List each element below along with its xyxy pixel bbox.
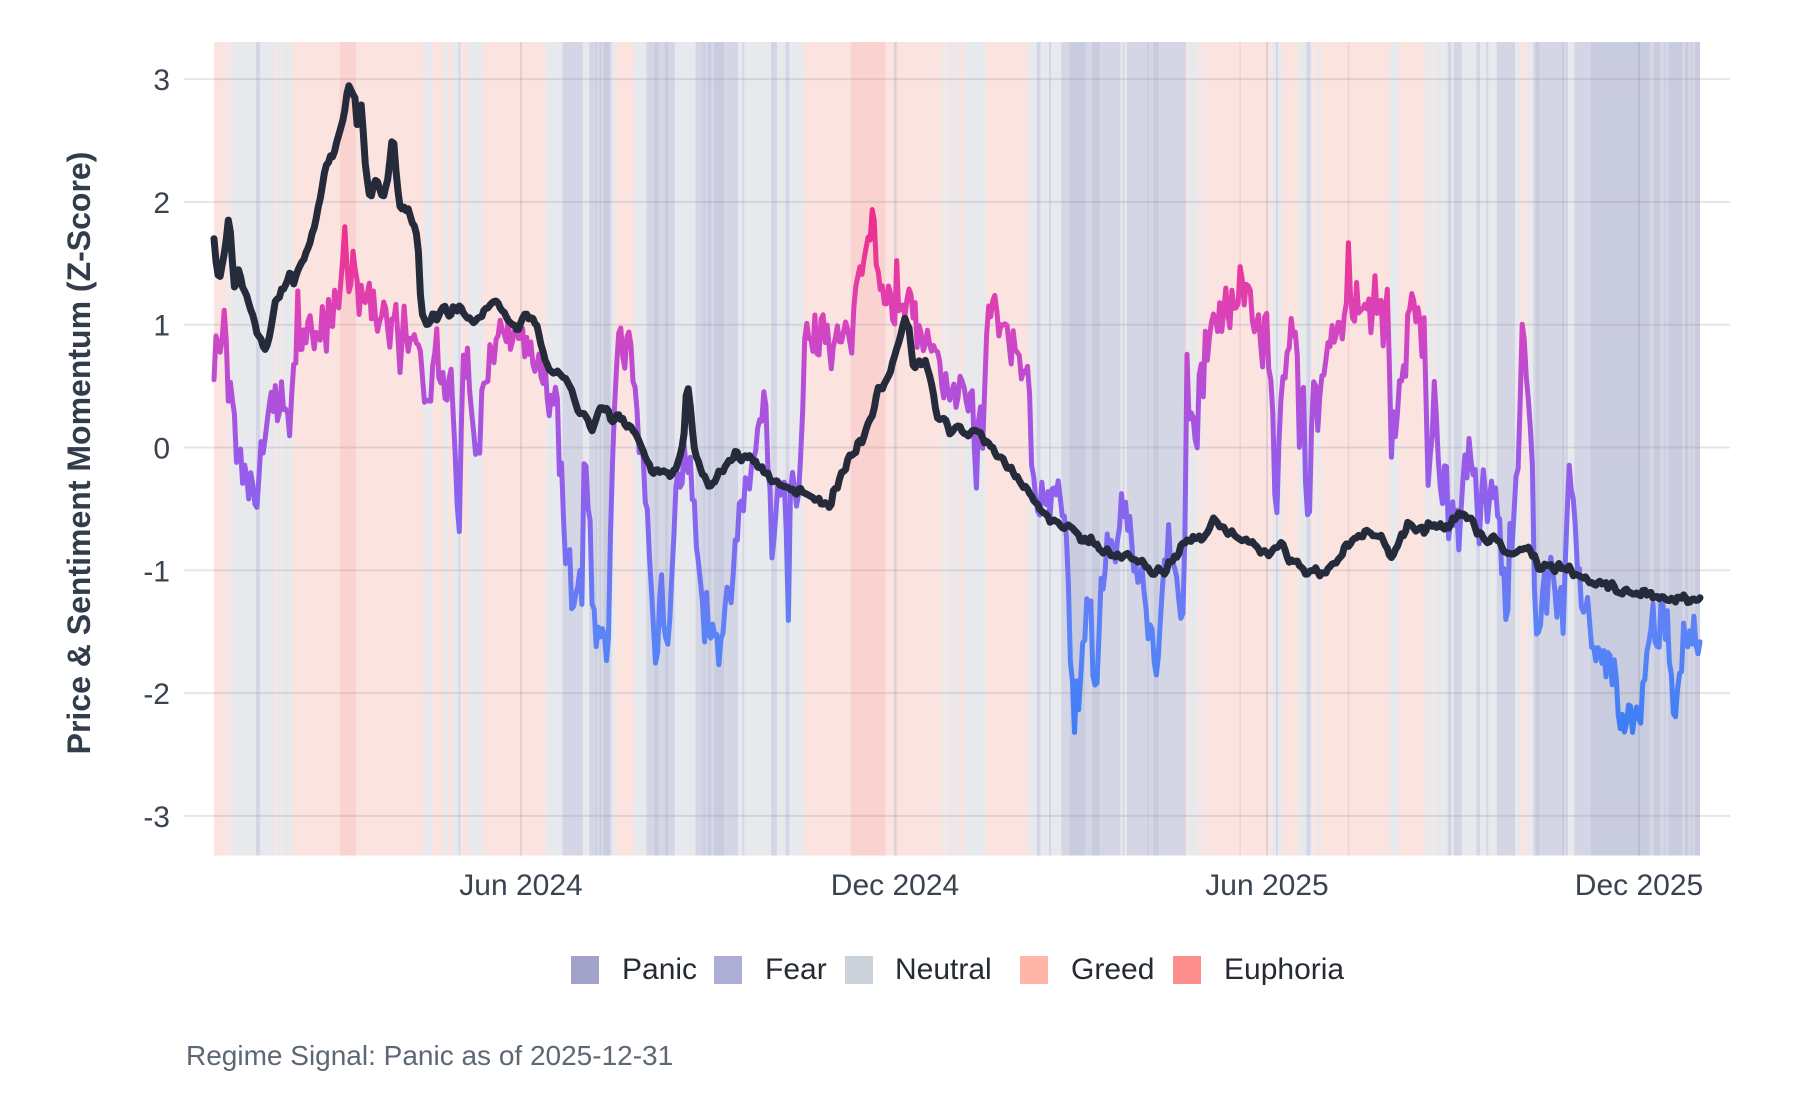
svg-text:Jun 2025: Jun 2025 bbox=[1205, 869, 1328, 902]
svg-text:-1: -1 bbox=[143, 555, 170, 588]
svg-text:1: 1 bbox=[153, 310, 170, 343]
svg-text:Regime Signal: Panic as of 202: Regime Signal: Panic as of 2025-12-31 bbox=[186, 1040, 673, 1071]
svg-text:-2: -2 bbox=[143, 678, 170, 711]
svg-text:Dec 2025: Dec 2025 bbox=[1575, 869, 1703, 902]
svg-text:Fear: Fear bbox=[765, 953, 827, 986]
svg-text:Panic: Panic bbox=[622, 953, 697, 986]
svg-text:2: 2 bbox=[153, 187, 170, 220]
svg-text:Neutral: Neutral bbox=[895, 953, 992, 986]
svg-text:-3: -3 bbox=[143, 801, 170, 834]
svg-text:0: 0 bbox=[153, 433, 170, 466]
svg-text:Euphoria: Euphoria bbox=[1224, 953, 1344, 986]
svg-text:Dec 2024: Dec 2024 bbox=[831, 869, 959, 902]
svg-text:3: 3 bbox=[153, 64, 170, 97]
svg-text:Jun 2024: Jun 2024 bbox=[459, 869, 582, 902]
svg-text:Price & Sentiment Momentum (Z-: Price & Sentiment Momentum (Z-Score) bbox=[61, 152, 97, 755]
svg-text:Greed: Greed bbox=[1071, 953, 1154, 986]
